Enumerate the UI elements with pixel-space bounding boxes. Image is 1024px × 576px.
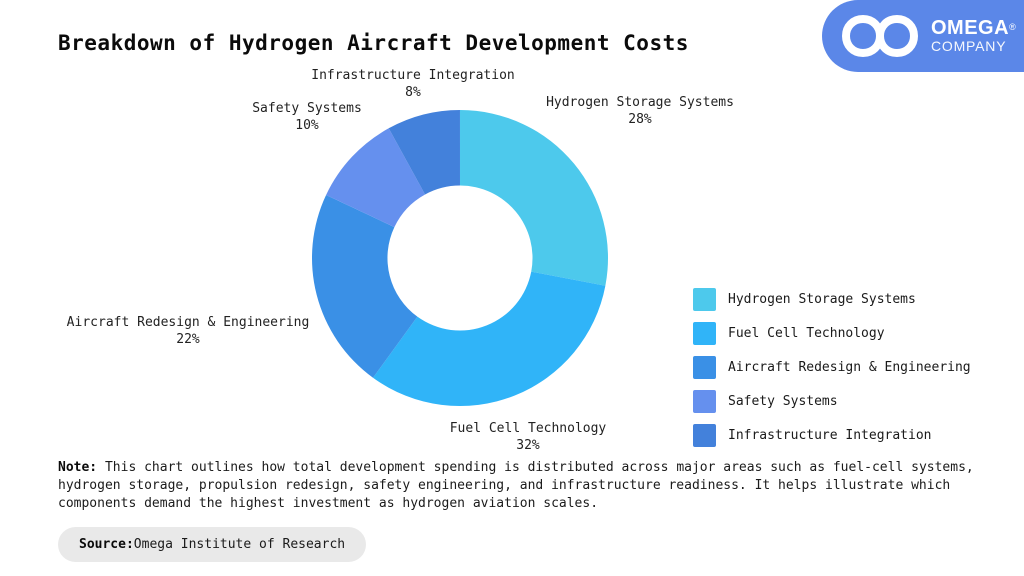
slice-label-text: Hydrogen Storage Systems <box>546 95 734 110</box>
slice-label-hydrogen-storage: Hydrogen Storage Systems 28% <box>546 94 734 128</box>
donut-slice-1 <box>373 271 606 406</box>
registered-mark: ® <box>1009 22 1017 32</box>
legend-item-fuel-cell: Fuel Cell Technology <box>693 322 971 345</box>
legend-item-safety-systems: Safety Systems <box>693 390 971 413</box>
company-logo: OMEGA® COMPANY <box>822 0 1024 72</box>
legend-swatch <box>693 356 716 379</box>
slice-percent: 32% <box>516 438 540 453</box>
slice-percent: 28% <box>628 112 652 127</box>
legend-label: Infrastructure Integration <box>728 428 932 443</box>
note-text: This chart outlines how total developmen… <box>58 460 974 511</box>
legend-swatch <box>693 390 716 413</box>
donut-slice-2 <box>311 194 418 378</box>
slice-label-text: Fuel Cell Technology <box>449 421 607 436</box>
page-title: Breakdown of Hydrogen Aircraft Developme… <box>58 31 689 55</box>
legend-label: Hydrogen Storage Systems <box>728 292 916 307</box>
donut-slice-0 <box>460 110 608 286</box>
slice-label-text: Aircraft Redesign & Engineering <box>66 315 310 330</box>
slice-label-infrastructure: Infrastructure Integration 8% <box>311 67 515 101</box>
chart-note: Note: This chart outlines how total deve… <box>58 459 998 513</box>
chart-legend: Hydrogen Storage Systems Fuel Cell Techn… <box>693 288 971 447</box>
slice-percent: 8% <box>405 85 421 100</box>
infinity-icon <box>842 15 918 57</box>
source-label: Source: <box>79 537 134 552</box>
legend-label: Safety Systems <box>728 394 838 409</box>
source-pill: Source: Omega Institute of Research <box>58 527 367 562</box>
legend-swatch <box>693 424 716 447</box>
donut-slice-3 <box>326 128 426 228</box>
donut-slice-4 <box>388 110 460 195</box>
logo-text: OMEGA® COMPANY <box>931 18 1016 54</box>
note-label: Note: <box>58 460 98 475</box>
legend-swatch <box>693 322 716 345</box>
slice-label-aircraft-redesign: Aircraft Redesign & Engineering 22% <box>67 314 310 348</box>
source-text: Omega Institute of Research <box>133 537 346 552</box>
slice-percent: 10% <box>295 118 319 133</box>
legend-item-hydrogen-storage: Hydrogen Storage Systems <box>693 288 971 311</box>
legend-label: Fuel Cell Technology <box>728 326 885 341</box>
legend-label: Aircraft Redesign & Engineering <box>728 360 971 375</box>
legend-swatch <box>693 288 716 311</box>
slice-percent: 22% <box>176 332 200 347</box>
slice-label-safety-systems: Safety Systems 10% <box>252 100 362 134</box>
slice-label-text: Safety Systems <box>252 101 362 116</box>
logo-subtitle: COMPANY <box>931 38 1007 54</box>
legend-item-infrastructure: Infrastructure Integration <box>693 424 971 447</box>
donut-chart <box>311 110 608 406</box>
slice-label-fuel-cell: Fuel Cell Technology 32% <box>450 420 607 454</box>
logo-brand-name: OMEGA® <box>931 17 1017 39</box>
slice-label-text: Infrastructure Integration <box>311 68 515 83</box>
legend-item-aircraft-redesign: Aircraft Redesign & Engineering <box>693 356 971 379</box>
